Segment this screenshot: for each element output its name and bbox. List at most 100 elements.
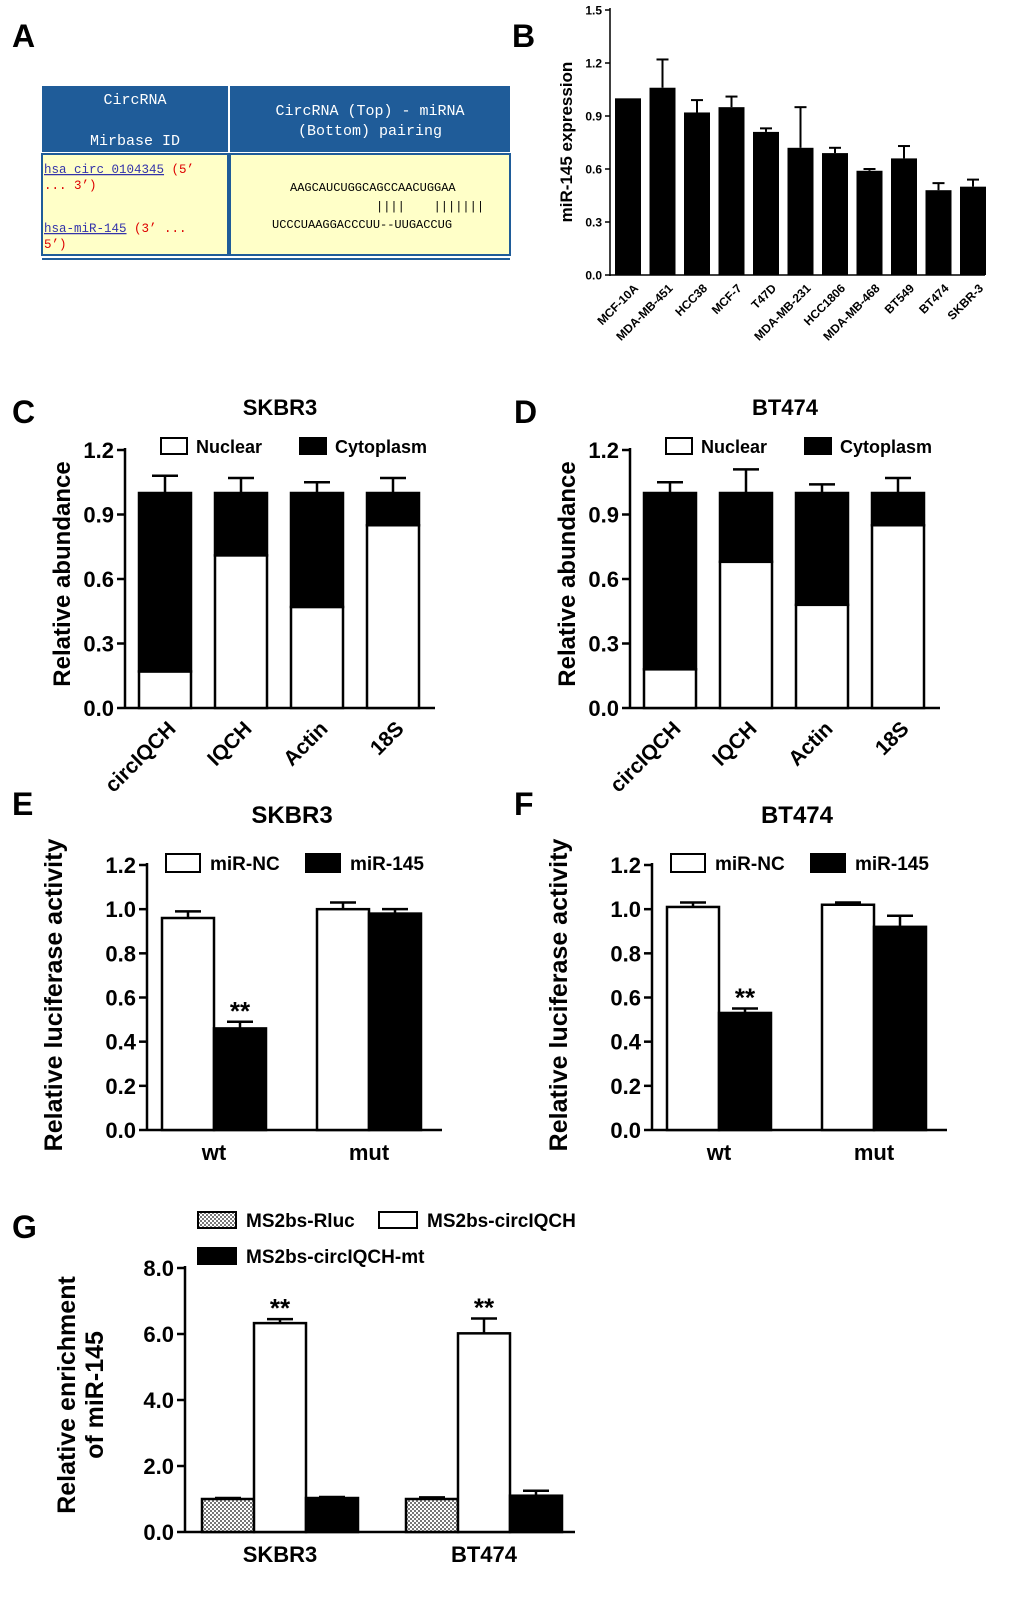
- y-axis-label: Relative abundance: [554, 461, 581, 686]
- y-tick-label: 0.3: [588, 631, 619, 656]
- bar-mir-145-mut: [872, 925, 928, 1132]
- x-tick-label: mut: [349, 1140, 390, 1165]
- significance-marker: **: [230, 996, 251, 1026]
- y-tick-label: 8.0: [143, 1256, 174, 1281]
- legend-label-mir-nc: miR-NC: [715, 854, 785, 875]
- y-tick-label: 1.2: [105, 853, 136, 878]
- bar-ms2bs-rluc-bt474: [404, 1497, 460, 1534]
- legend-swatch-mir-nc: [165, 853, 201, 873]
- y-tick-label: 0.2: [105, 1074, 136, 1099]
- x-tick-label: IQCH: [708, 717, 761, 770]
- x-tick-label: 18S: [871, 717, 914, 760]
- panel-letter-g: G: [12, 1209, 37, 1245]
- circ-id-link[interactable]: hsa_circ_0104345: [44, 163, 164, 177]
- y-tick-label: 1.5: [585, 3, 602, 17]
- bar-b-mda-mb-451: [649, 87, 676, 275]
- x-tick-label: circIQCH: [606, 717, 686, 797]
- chart-d: 0.0 0.3 0.6 0.9 1.2 circIQCH IQCH Actin 18S BT474…: [554, 395, 940, 797]
- y-tick-label: 0.6: [585, 162, 602, 176]
- header-mirbase-id: Mirbase ID: [90, 133, 180, 150]
- y-tick-label: 0.0: [143, 1520, 174, 1545]
- x-tick-label: 18S: [366, 717, 409, 760]
- y-axis-label: Relative luciferase activity: [545, 839, 573, 1152]
- x-tick-label: wt: [201, 1140, 227, 1165]
- table-cell-ids: [41, 153, 229, 256]
- y-axis-label: of miR-145: [81, 1331, 109, 1459]
- legend-label-nuclear: Nuclear: [196, 437, 262, 457]
- chart-title: SKBR3: [251, 802, 332, 829]
- bar-ms2bs-circiqch-mt-skbr3: [304, 1496, 360, 1534]
- bar-nuclear: [289, 605, 345, 710]
- bar-nuclear: [213, 554, 269, 710]
- legend-swatch-cytoplasm: [804, 437, 832, 455]
- bar-nuclear: [642, 668, 698, 710]
- header-circrna: CircRNA: [103, 92, 166, 109]
- header-pairing-2: (Bottom) pairing: [298, 123, 442, 140]
- bar-b-mcf-10a: [615, 98, 641, 275]
- y-tick-label: 0.0: [105, 1118, 136, 1143]
- legend-swatch-ms2bs-circiqch-mt: [197, 1247, 237, 1265]
- legend-label-cytoplasm: Cytoplasm: [840, 437, 932, 457]
- x-tick-label: BT549: [882, 281, 918, 317]
- bar-b-mda-mb-468: [856, 170, 883, 275]
- y-tick-label: 1.2: [610, 853, 641, 878]
- y-tick-label: 0.9: [585, 109, 602, 123]
- x-tick-label: HCC38: [672, 281, 710, 319]
- y-axis-label: miR-145 expression: [557, 62, 576, 223]
- legend-label-mir-145: miR-145: [350, 854, 424, 875]
- bar-ms2bs-circiqch-mt-bt474: [508, 1494, 564, 1534]
- header-pairing-1: CircRNA (Top) - miRNA: [275, 103, 464, 120]
- bar-mir-nc-mut: [315, 907, 371, 1132]
- y-tick-label: 2.0: [143, 1454, 174, 1479]
- y-tick-label: 0.6: [610, 985, 641, 1010]
- legend-swatch-mir-145: [810, 853, 846, 873]
- legend-swatch-nuclear: [160, 437, 188, 455]
- circ-sequence: AAGCAUCUGGCAGCCAACUGGAA: [290, 181, 456, 195]
- legend-swatch-nuclear: [665, 437, 693, 455]
- legend-label-ms2bs-rluc: MS2bs-Rluc: [246, 1211, 355, 1232]
- x-tick-label: Actin: [784, 717, 837, 770]
- mir-id-dir: (3’ ...: [127, 222, 187, 236]
- y-tick-label: 0.0: [585, 268, 602, 282]
- bar-ms2bs-circiqch-bt474: [456, 1332, 512, 1534]
- circ-id-line1: hsa_circ_0104345 (5’: [44, 163, 194, 177]
- y-tick-label: 1.0: [105, 897, 136, 922]
- circ-id-dir-2: ... 3’): [44, 179, 97, 193]
- y-tick-label: 6.0: [143, 1322, 174, 1347]
- bar-mir-nc-mut: [820, 903, 876, 1132]
- table-cell-pairing: [229, 153, 511, 256]
- mir-id-link[interactable]: hsa-miR-145: [44, 222, 127, 236]
- panel-letter-a: A: [12, 18, 35, 54]
- y-tick-label: 0.0: [83, 696, 114, 721]
- bar-b-mcf-7: [718, 107, 745, 276]
- y-tick-label: 0.3: [83, 631, 114, 656]
- y-tick-label: 0.0: [610, 1118, 641, 1143]
- bar-cytoplasm: [213, 491, 269, 557]
- bar-nuclear: [718, 560, 774, 710]
- y-tick-label: 0.6: [105, 985, 136, 1010]
- chart-title: BT474: [752, 395, 819, 420]
- y-tick-label: 1.2: [588, 438, 619, 463]
- significance-marker: **: [735, 983, 756, 1013]
- x-tick-label: IQCH: [203, 717, 256, 770]
- y-tick-label: 0.6: [588, 567, 619, 592]
- legend-label-mir-nc: miR-NC: [210, 854, 280, 875]
- bar-nuclear: [365, 524, 421, 710]
- chart-g: 0.0 2.0 4.0 6.0 8.0 SKBR3 BT474 ** ** Relative en…: [53, 1211, 576, 1567]
- bar-mir-145-wt: [212, 1027, 268, 1132]
- bar-b-hcc38: [684, 112, 710, 275]
- bar-b-bt474: [925, 190, 952, 275]
- y-tick-label: 0.4: [105, 1030, 136, 1055]
- y-tick-label: 0.0: [588, 696, 619, 721]
- bar-cytoplasm: [794, 491, 850, 607]
- x-tick-label: wt: [706, 1140, 732, 1165]
- x-tick-label: BT474: [451, 1542, 518, 1567]
- legend-swatch-cytoplasm: [299, 437, 327, 455]
- bar-cytoplasm: [718, 491, 774, 564]
- legend-label-ms2bs-circiqch-mt: MS2bs-circIQCH-mt: [246, 1247, 425, 1268]
- chart-f: 0.0 0.2 0.4 0.6 0.8 1.0 1.2 wt mut ** BT474 Relativ…: [545, 802, 947, 1165]
- significance-marker: **: [270, 1293, 291, 1323]
- y-tick-label: 0.9: [83, 502, 114, 527]
- y-axis-label: Relative luciferase activity: [40, 839, 68, 1152]
